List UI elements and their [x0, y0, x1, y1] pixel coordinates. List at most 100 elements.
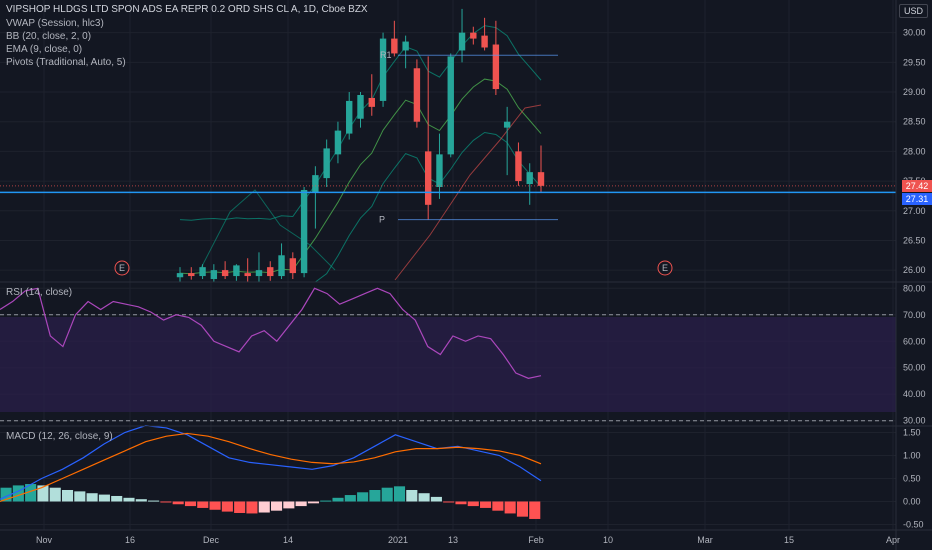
macd-tick-label: -0.50	[903, 519, 924, 529]
time-tick-label: 10	[603, 535, 613, 545]
pivot-lines: R1 P	[0, 50, 896, 225]
price-tick-label: 28.50	[903, 117, 926, 127]
candle-body	[368, 97, 375, 107]
candle-body	[492, 44, 500, 90]
candle-body	[458, 32, 466, 51]
macd-histogram-bar	[135, 499, 147, 502]
legend-ema[interactable]: EMA (9, close, 0)	[6, 44, 83, 55]
candle-body	[481, 35, 488, 48]
candle-body	[300, 189, 308, 274]
rsi-tick-label: 30.00	[903, 416, 926, 426]
macd-histogram-bar	[98, 494, 110, 502]
candle-body	[188, 273, 195, 277]
candle-body	[402, 41, 409, 51]
macd-histogram-bar	[246, 501, 258, 514]
candle-body	[447, 56, 454, 155]
time-tick-label: Feb	[528, 535, 544, 545]
macd-histogram-bar	[430, 496, 442, 502]
bollinger-bands	[179, 25, 542, 283]
price-tick-label: 29.00	[903, 87, 926, 97]
candle-body	[515, 151, 522, 182]
price-axis[interactable]: 30.0029.5029.0028.5028.0027.5027.0026.50…	[903, 28, 926, 530]
macd-histogram-bar	[418, 493, 430, 502]
macd-histogram-bar	[49, 487, 61, 502]
earnings-marker-label: E	[119, 263, 125, 273]
sma-line	[394, 104, 542, 281]
legend-pivots[interactable]: Pivots (Traditional, Auto, 5)	[6, 57, 126, 68]
macd-histogram-bar	[344, 495, 356, 502]
earnings-marker-1	[114, 260, 130, 276]
currency-label[interactable]: USD	[898, 4, 928, 18]
macd-histogram-bar	[111, 495, 123, 502]
price-tick-label: 26.50	[903, 235, 926, 245]
candles	[176, 8, 545, 282]
macd-histogram-bar	[357, 492, 369, 502]
candle-body	[289, 258, 297, 274]
price-tick-label: 26.00	[903, 265, 926, 275]
time-tick-label: 14	[283, 535, 293, 545]
macd-histogram-bar	[271, 501, 283, 511]
rsi-band-fill	[0, 317, 896, 412]
line-price-tag: 27.31	[902, 193, 932, 205]
candle-body	[323, 148, 330, 179]
price-tick-label: 30.00	[903, 28, 926, 38]
time-axis[interactable]: Nov 16 Dec 14 2021 13 Feb 10 Mar 15 Apr	[36, 535, 900, 545]
macd-histogram-bar	[443, 501, 455, 503]
rsi-tick-label: 40.00	[903, 389, 926, 399]
macd-histogram-bar	[25, 484, 37, 502]
macd-histogram-bar	[406, 489, 418, 502]
macd-tick-label: 1.00	[903, 451, 921, 461]
legend-bb[interactable]: BB (20, close, 2, 0)	[6, 31, 92, 42]
macd-histogram-bar	[516, 501, 529, 517]
macd-histogram-bar	[61, 489, 74, 502]
time-tick-label: 2021	[388, 535, 408, 545]
macd-pane	[0, 425, 542, 519]
macd-histogram-bar	[172, 501, 184, 505]
macd-tick-label: 0.50	[903, 474, 921, 484]
legend-vwap[interactable]: VWAP (Session, hlc3)	[6, 18, 104, 29]
time-tick-label: Dec	[203, 535, 220, 545]
macd-line	[0, 425, 542, 500]
candle-body	[176, 273, 184, 278]
symbol-title: VIPSHOP HLDGS LTD SPON ADS EA REPR 0.2 O…	[6, 4, 368, 15]
rsi-tick-label: 80.00	[903, 283, 926, 293]
macd-histogram-bar	[480, 501, 492, 508]
legend-macd[interactable]: MACD (12, 26, close, 9)	[6, 431, 113, 442]
time-tick-label: 13	[448, 535, 458, 545]
macd-histogram-bar	[504, 501, 516, 514]
macd-histogram-bar	[221, 501, 233, 512]
bb-early-band	[199, 189, 336, 271]
macd-histogram-bar	[381, 487, 393, 502]
price-tick-label: 29.50	[903, 57, 926, 67]
macd-histogram-bar	[307, 501, 319, 504]
candle-body	[424, 151, 432, 205]
candle-body	[346, 100, 353, 134]
legend-rsi[interactable]: RSI (14, close)	[6, 287, 73, 298]
last-price-tag: 27.42	[902, 180, 932, 192]
macd-histogram-bar	[148, 500, 160, 502]
macd-histogram-bar	[86, 493, 98, 502]
rsi-tick-label: 70.00	[903, 310, 926, 320]
macd-histogram-bar	[369, 489, 381, 502]
pivot-p-label: P	[379, 215, 385, 225]
rsi-pane	[0, 287, 896, 422]
candle-body	[210, 270, 218, 280]
macd-histogram-bar	[295, 501, 307, 507]
earnings-marker-2	[657, 260, 673, 276]
candle-body	[199, 267, 206, 277]
macd-histogram-bar	[209, 501, 221, 510]
candle-body	[233, 265, 240, 277]
candle-body	[312, 175, 319, 193]
macd-histogram-bar	[393, 486, 406, 502]
candle-body	[278, 255, 285, 277]
signal-line	[0, 432, 542, 503]
rsi-tick-label: 50.00	[903, 363, 926, 373]
time-tick-label: 15	[784, 535, 794, 545]
earnings-marker-label: E	[662, 263, 668, 273]
macd-histogram-bar	[455, 501, 467, 505]
rsi-line	[0, 287, 542, 379]
candle-body	[470, 32, 477, 39]
